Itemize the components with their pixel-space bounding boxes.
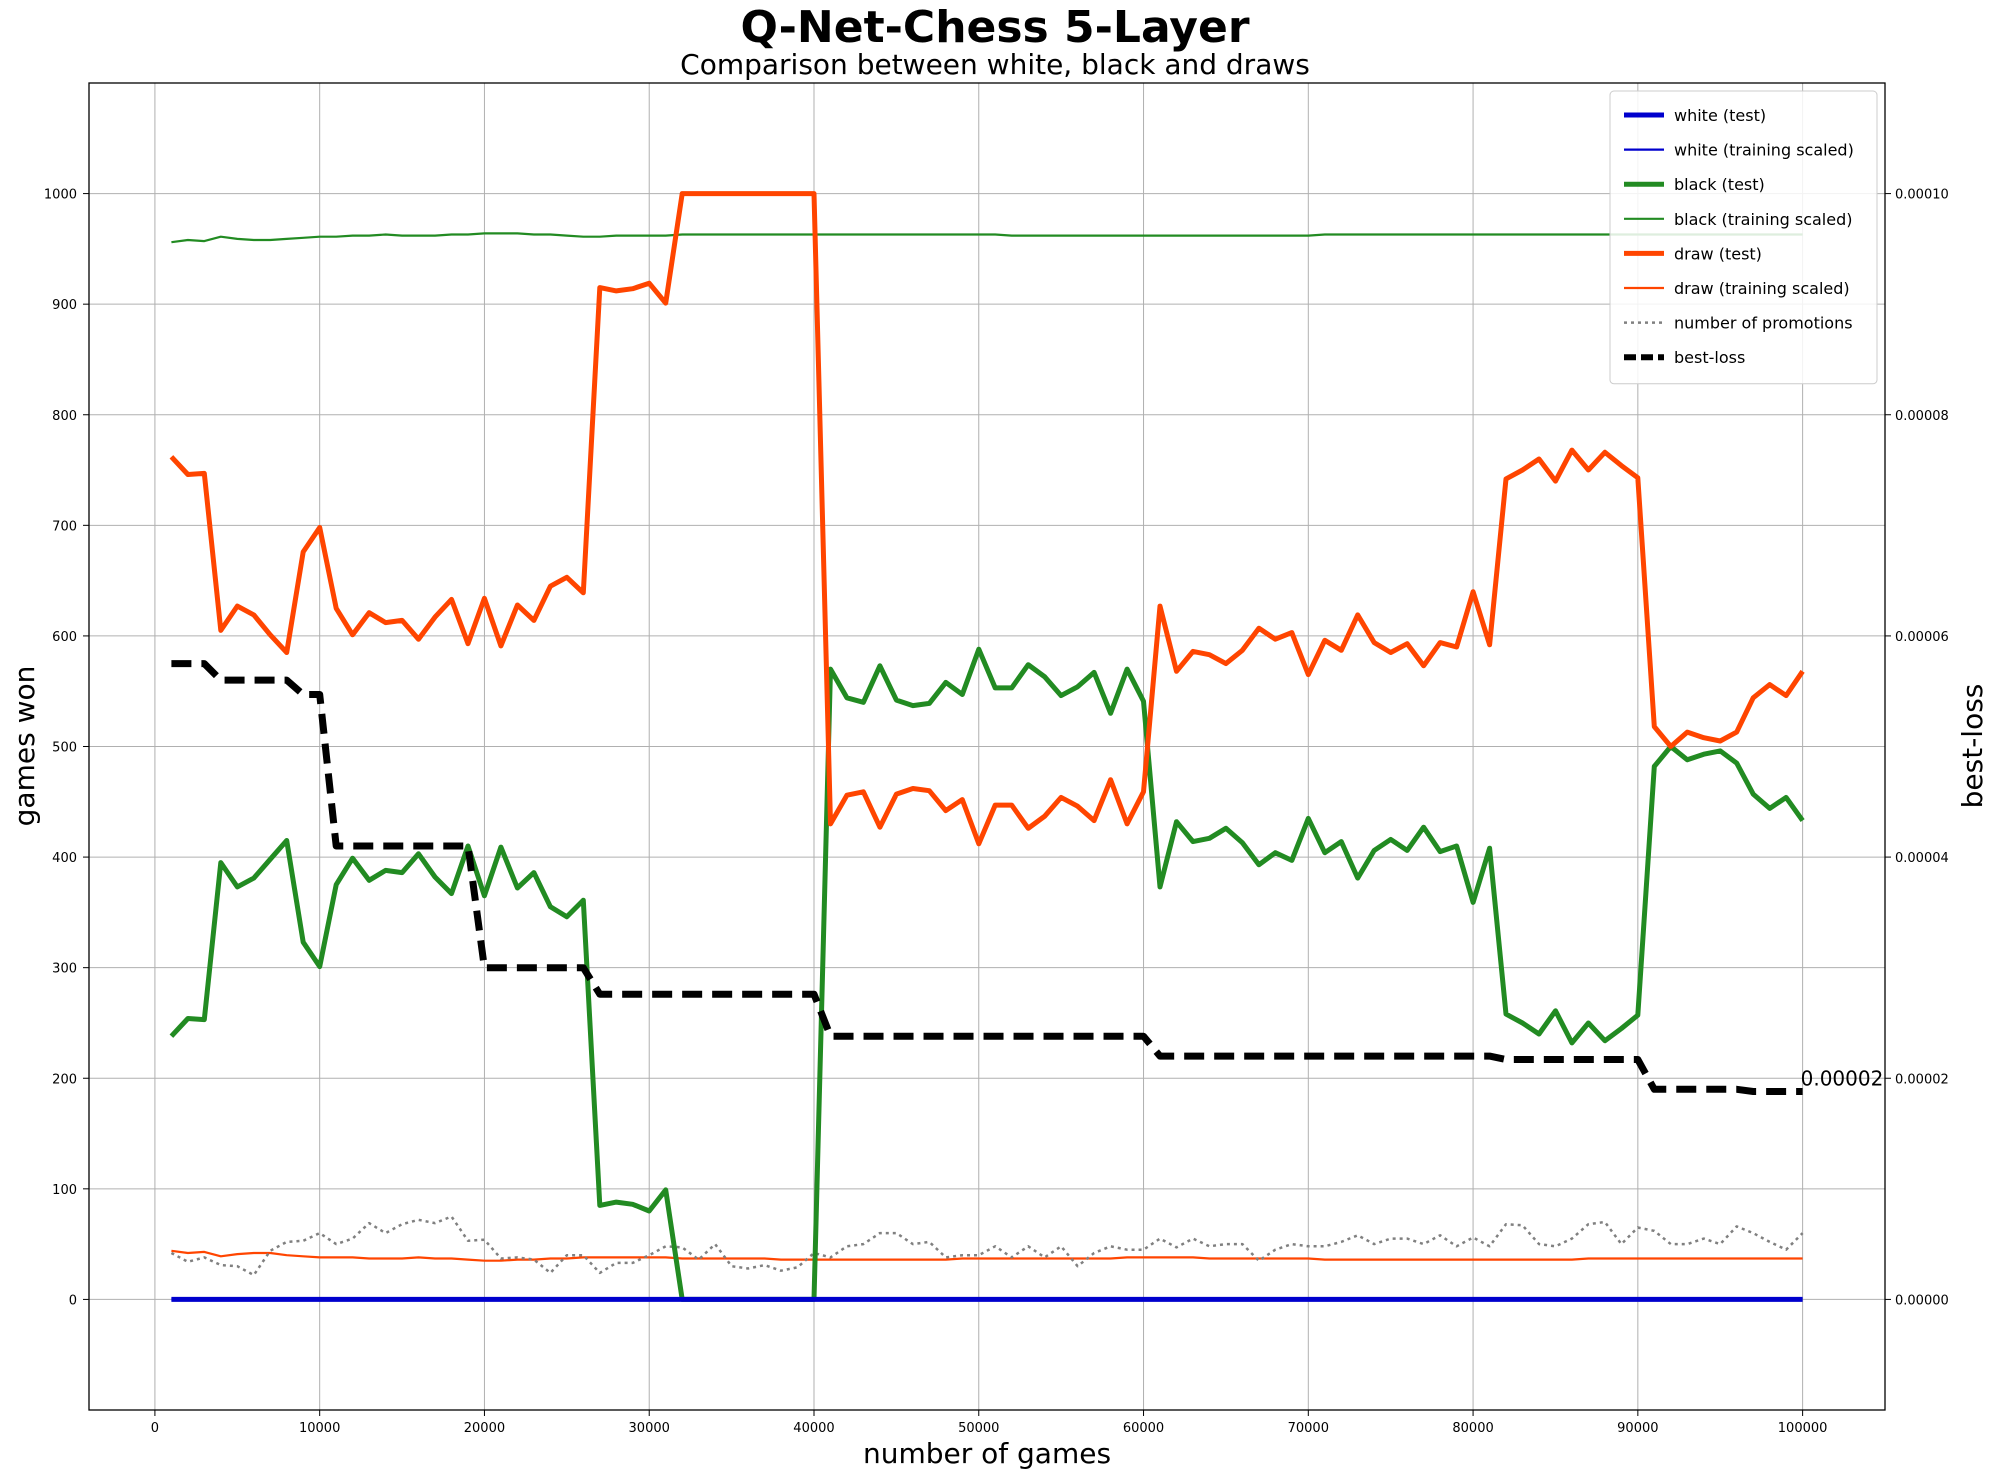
y-tick-label: 200 [52,1072,77,1087]
y2-tick-label: 0.00002 [1895,1072,1949,1087]
x-tick-label: 100000 [1778,1421,1828,1436]
x-tick-label: 90000 [1617,1421,1658,1436]
series-line-black-test- [169,646,1805,1302]
x-tick-label: 20000 [464,1421,505,1436]
x-tick-label: 50000 [958,1421,999,1436]
y-tick-label: 800 [52,409,77,424]
legend-label: black (test) [1674,175,1765,194]
x-axis-label: number of games [863,1437,1111,1470]
series-line-number-of-promotions [170,1215,1804,1277]
y-tick-label: 400 [52,851,77,866]
legend-box [1609,90,1878,385]
x-tick-label: 60000 [1123,1421,1164,1436]
series-line-black-training-scaled- [171,232,1803,244]
annotation-label: 0.00002 [1801,1067,1884,1091]
y2-tick-label: 0.00006 [1895,630,1949,645]
x-tick-label: 10000 [299,1421,340,1436]
y-tick-label: 700 [52,519,77,534]
legend: white (test) white (training scaled) black… [1609,90,1878,385]
y-tick-label: 100 [52,1183,77,1198]
y-tick-label: 900 [52,298,77,313]
legend-label: black (training scaled) [1674,210,1853,229]
x-tick-label: 80000 [1452,1421,1493,1436]
legend-label: white (training scaled) [1674,141,1854,160]
y-tick-label: 0 [69,1293,77,1308]
y2-tick-label: 0.00008 [1895,409,1949,424]
x-tick-label: 0 [151,1421,159,1436]
legend-label: number of promotions [1674,314,1853,333]
y2-tick-label: 0.00004 [1895,851,1949,866]
y-tick-label: 1000 [44,188,77,203]
chart-subtitle: Comparison between white, black and draw… [680,48,1310,81]
legend-label: best-loss [1674,348,1745,367]
chart-title: Q-Net-Chess 5-Layer [740,2,1250,53]
series-line-best-loss [171,660,1803,1095]
legend-label: white (test) [1674,106,1766,125]
legend-label: draw (training scaled) [1674,279,1850,298]
series-line-draw-test- [169,191,1805,847]
series-line-draw-training-scaled- [171,1249,1803,1262]
x-tick-label: 40000 [793,1421,834,1436]
series-layer [169,191,1805,1302]
y-axis-label: games won [8,666,41,827]
y2-axis-label: best-loss [1956,684,1989,809]
y-tick-label: 300 [52,962,77,977]
y-tick-label: 600 [52,630,77,645]
x-tick-label: 70000 [1288,1421,1329,1436]
x-tick-label: 30000 [629,1421,670,1436]
y2-tick-label: 0.00000 [1895,1293,1949,1308]
legend-label: draw (test) [1674,244,1762,263]
y2-tick-label: 0.00010 [1895,188,1949,203]
tick-layer: 0 10000 20000 30000 40000 50000 60000 70000 8000… [44,188,1949,1436]
y-tick-label: 500 [52,741,77,756]
